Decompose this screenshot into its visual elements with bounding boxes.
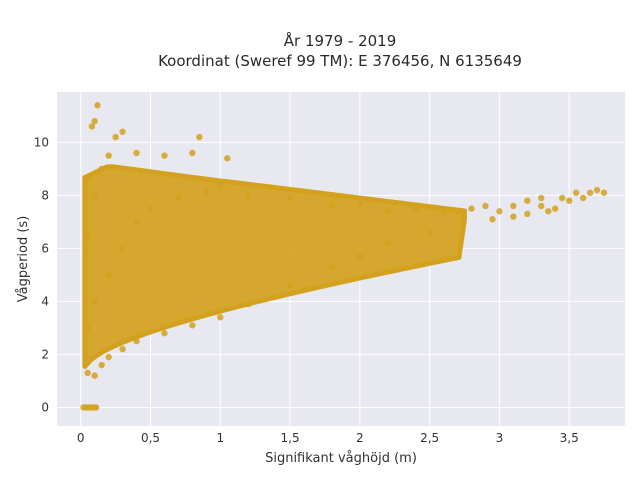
scatter-point [286,282,294,289]
scatter-point [105,353,112,361]
scatter-point [91,192,98,199]
scatter-point [510,213,517,220]
scatter-point [189,149,196,157]
scatter-point [112,133,119,141]
scatter-point [133,218,140,226]
scatter-point [105,271,112,279]
y-axis-ticks: 0 2 4 6 8 10 [34,135,49,414]
x-tick-label: 2,5 [420,431,439,445]
point-density-cloud [82,164,468,369]
y-tick-label: 8 [41,188,49,202]
scatter-point [88,123,96,130]
y-axis-title: Vågperiod (s) [16,216,31,303]
scatter-point [426,229,433,236]
x-tick-label: 1 [216,431,224,445]
scatter-point [84,231,91,239]
scatter-point [356,253,364,260]
scatter-point [600,189,608,196]
scatter-point [244,192,252,199]
scatter-point [84,324,91,332]
scatter-point [244,300,252,308]
scatter-point [384,239,391,247]
scatter-point [545,208,552,215]
scatter-point [196,133,203,141]
chart-title: År 1979 - 2019 [284,31,397,50]
scatter-point [468,205,475,212]
scatter-point [356,200,364,207]
scatter-point [91,298,98,305]
scatter-point [189,322,196,329]
scatter-point [454,208,461,215]
scatter-point [538,202,545,210]
scatter-point [94,102,101,109]
scatter-point [105,152,112,159]
data-points [80,102,608,411]
x-axis-ticks: 0 0,5 1 1,5 2 2,5 3 3,5 [77,431,579,445]
scatter-point [217,181,224,188]
scatter-point [524,197,531,204]
y-tick-label: 6 [41,241,49,255]
density-region [82,164,468,369]
x-tick-label: 2 [356,431,364,445]
y-tick-label: 0 [41,400,49,414]
x-tick-label: 3 [496,431,504,445]
y-tick-label: 10 [34,135,49,149]
scatter-point [119,128,126,135]
scatter-point [224,155,231,162]
scatter-point [565,197,573,204]
scatter-point [119,345,126,353]
x-axis-title: Signifikant våghöjd (m) [265,451,417,466]
scatter-point [328,263,336,271]
x-tick-label: 0 [77,431,85,445]
scatter-point [203,189,210,196]
scatter-point [496,208,503,215]
chart-subtitle: Koordinat (Sweref 99 TM): E 376456, N 61… [158,52,522,70]
scatter-point [482,202,489,210]
scatter-point [217,314,224,321]
scatter-point [552,205,559,212]
scatter-point [510,202,517,210]
scatter-point [384,208,391,215]
scatter-point [91,372,98,379]
y-tick-label: 2 [41,347,49,361]
scatter-point [586,189,594,196]
scatter-point [558,194,566,202]
scatter-point [328,202,336,210]
scatter-point [98,165,105,173]
scatter-point [286,194,294,202]
scatter-point [161,152,168,159]
scatter-point [147,205,154,212]
x-tick-label: 3,5 [560,431,579,445]
scatter-point [175,194,182,202]
scatter-point [538,194,545,202]
scatter-point [489,216,496,223]
scatter-point [133,149,140,157]
scatter-point [91,117,98,125]
scatter-point [98,361,105,369]
scatter-point [133,337,140,345]
x-tick-label: 1,5 [281,431,300,445]
scatter-point [161,330,168,337]
scatter-point [440,210,447,218]
scatter-point [593,186,601,194]
x-tick-label: 0,5 [141,431,160,445]
scatter-point [524,210,531,218]
scatter-point [572,189,580,196]
scatter-point [84,369,91,377]
y-tick-label: 4 [41,294,49,308]
scatter-point [92,404,100,411]
scatter-point [412,205,419,212]
scatter-point [119,245,126,252]
scatter-point [579,194,587,202]
